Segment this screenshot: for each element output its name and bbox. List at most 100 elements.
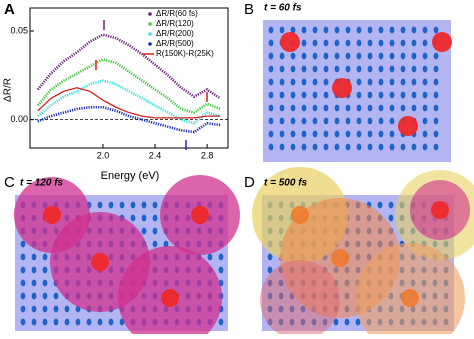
site [279,65,285,73]
site [334,39,340,47]
site [323,65,329,73]
site [422,52,428,60]
site [53,305,59,313]
site [334,26,340,34]
site [267,253,273,261]
site [378,52,384,60]
site [268,26,274,34]
site [268,130,274,138]
site [422,104,428,112]
panel-label: B [244,1,254,18]
excitation [331,249,349,267]
site [334,117,340,125]
site [389,104,395,112]
site [279,52,285,60]
series-line [36,33,221,100]
site [312,91,318,99]
time-label: t = 60 fs [264,3,302,14]
site [279,78,285,86]
site [20,318,26,326]
site [42,266,48,274]
diagrams [14,20,474,339]
site [279,117,285,125]
site [20,292,26,300]
site [301,91,307,99]
site [290,65,296,73]
site [279,26,285,34]
site [53,318,59,326]
y-axis-label: ΔR/R [3,78,14,102]
excitation [43,206,61,224]
site [290,26,296,34]
site [268,143,274,151]
site [312,39,318,47]
site [378,104,384,112]
site [433,104,439,112]
site [42,279,48,287]
site [312,78,318,86]
site [312,117,318,125]
site [422,65,428,73]
site [323,39,329,47]
site [389,91,395,99]
site [411,52,417,60]
panel-titles: B t = 60 fs C t = 120 fs D t = 500 fs [4,1,308,191]
excitation [431,201,449,219]
site [367,130,373,138]
site [345,117,351,125]
site [163,240,169,248]
site [388,201,394,209]
site [301,52,307,60]
site [268,78,274,86]
site [356,91,362,99]
site [411,78,417,86]
site [433,78,439,86]
site [130,201,136,209]
series-line [36,58,221,114]
site [218,253,224,261]
site [53,292,59,300]
y-tick-label: 0.05 [10,25,28,35]
site [268,117,274,125]
site [31,305,37,313]
site [20,305,26,313]
site [312,130,318,138]
site [268,52,274,60]
site [433,117,439,125]
site [356,78,362,86]
site [400,143,406,151]
site [400,52,406,60]
site [400,65,406,73]
site [301,117,307,125]
legend-label: ΔR/R(60 fs) [156,9,198,18]
legend-marker [148,42,152,46]
x-tick-label: 2.0 [97,150,110,160]
site [345,130,351,138]
site [312,26,318,34]
site [367,26,373,34]
site [345,65,351,73]
site [400,26,406,34]
site [42,305,48,313]
site [268,91,274,99]
site [334,130,340,138]
x-tick-label: 2.4 [149,150,162,160]
site [400,78,406,86]
site [433,91,439,99]
site [367,65,373,73]
site [345,52,351,60]
site [141,227,147,235]
site [367,117,373,125]
site [323,117,329,125]
panel-label: D [244,174,255,191]
site [312,104,318,112]
excitation [291,206,309,224]
site [389,130,395,138]
site [389,78,395,86]
x-tick-label: 2.8 [201,150,214,160]
site [323,52,329,60]
site [344,318,350,326]
excitation [91,253,109,271]
site [42,318,48,326]
